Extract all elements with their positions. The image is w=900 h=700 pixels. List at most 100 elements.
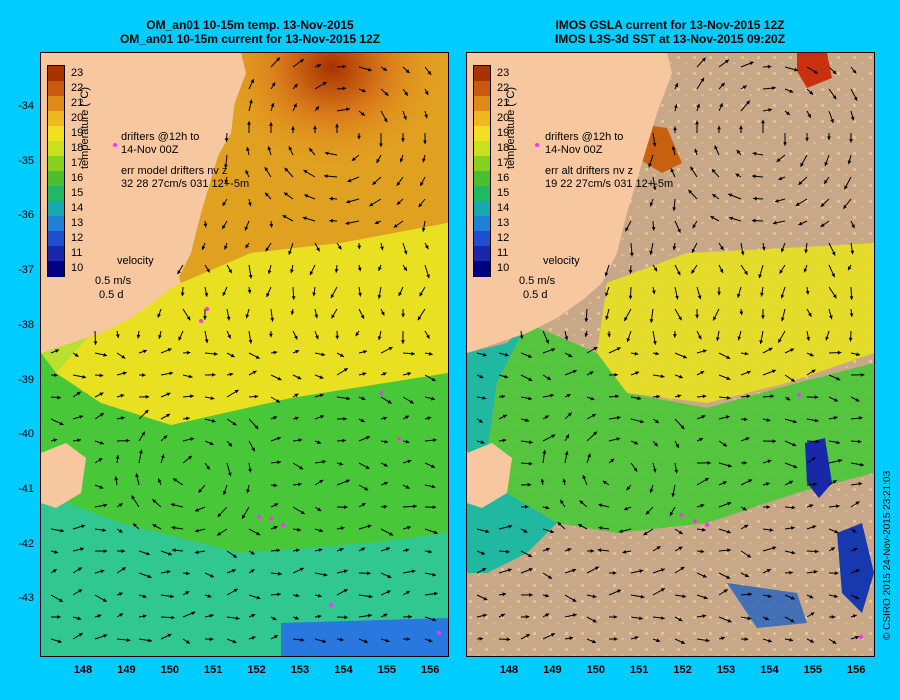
current-vector-head bbox=[716, 337, 720, 341]
left-map-svg bbox=[41, 53, 448, 656]
right-drifters-note-1: drifters @12h to bbox=[545, 131, 624, 143]
current-vector-head bbox=[831, 615, 836, 619]
current-vector-head bbox=[661, 616, 665, 620]
current-vector-head bbox=[545, 339, 549, 344]
current-vector-head bbox=[290, 269, 294, 274]
current-vector-head bbox=[677, 394, 682, 398]
current-vector-head bbox=[678, 617, 683, 621]
left-ocean-blue bbox=[281, 618, 448, 656]
current-vector-head bbox=[722, 442, 727, 447]
current-vector-head bbox=[413, 504, 417, 509]
current-vector-head bbox=[166, 392, 171, 397]
current-vector-head bbox=[857, 439, 862, 444]
current-vector-head bbox=[523, 529, 528, 533]
current-vector-head bbox=[210, 573, 214, 578]
current-vector-head bbox=[384, 439, 389, 444]
current-vector-head bbox=[364, 486, 369, 491]
colorbar-swatch bbox=[474, 171, 490, 187]
current-vector-head bbox=[387, 399, 392, 404]
current-vector-head bbox=[679, 374, 683, 379]
current-vector-head bbox=[616, 347, 621, 351]
current-vector-head bbox=[742, 506, 747, 511]
left-current-vectors bbox=[50, 57, 438, 644]
current-vector-head bbox=[656, 546, 661, 550]
current-vector-head bbox=[703, 595, 708, 600]
current-vector-head bbox=[726, 395, 731, 400]
current-vector-head bbox=[529, 440, 533, 444]
current-vector-head bbox=[572, 598, 577, 602]
current-vector-head bbox=[206, 465, 210, 470]
colorbar-tick-label: 21 bbox=[71, 96, 84, 109]
current-vector-head bbox=[382, 372, 387, 376]
current-vector-head bbox=[145, 394, 150, 399]
current-vector-head bbox=[502, 592, 507, 597]
current-vector-head bbox=[186, 571, 190, 576]
current-vector-head bbox=[528, 568, 533, 572]
current-vector-head bbox=[135, 473, 139, 478]
current-vector-head bbox=[360, 112, 365, 116]
current-vector-head bbox=[98, 458, 103, 462]
current-vector-head bbox=[401, 340, 405, 344]
current-vector-head bbox=[680, 425, 685, 430]
current-vector-head bbox=[209, 441, 214, 446]
current-vector-head bbox=[564, 451, 569, 456]
current-vector-head bbox=[853, 547, 858, 552]
current-vector-head bbox=[157, 478, 162, 483]
current-vector-head bbox=[593, 431, 597, 436]
current-vector-head bbox=[78, 589, 83, 593]
current-vector-head bbox=[652, 186, 657, 191]
current-vector-head bbox=[228, 442, 233, 447]
current-vector-head bbox=[302, 216, 307, 221]
current-vector-head bbox=[217, 513, 222, 517]
right-colorbar-title: temperature (°C) bbox=[505, 86, 517, 169]
current-vector-head bbox=[478, 419, 483, 423]
current-vector-head bbox=[178, 336, 182, 341]
current-vector-head bbox=[528, 553, 532, 557]
current-vector-head bbox=[780, 248, 785, 253]
current-vector-head bbox=[551, 434, 556, 439]
current-vector-head bbox=[251, 614, 256, 618]
current-vector-head bbox=[614, 373, 618, 377]
current-vector-head bbox=[334, 269, 339, 273]
current-vector-head bbox=[836, 504, 840, 509]
current-vector-head bbox=[383, 613, 388, 618]
current-vector-head bbox=[148, 638, 152, 643]
current-vector-head bbox=[508, 524, 513, 529]
current-vector-head bbox=[273, 483, 278, 488]
current-vector-head bbox=[675, 295, 679, 300]
current-vector-head bbox=[849, 139, 853, 143]
current-vector-head bbox=[361, 396, 366, 401]
current-vector-head bbox=[673, 126, 677, 131]
current-vector-head bbox=[525, 634, 530, 638]
current-vector-head bbox=[335, 123, 339, 128]
current-vector-head bbox=[188, 455, 192, 460]
current-vector-head bbox=[319, 375, 324, 379]
colorbar-swatch bbox=[474, 156, 490, 172]
current-vector-head bbox=[209, 613, 214, 618]
current-vector-head bbox=[480, 440, 485, 444]
longitude-label: 150 bbox=[160, 664, 179, 676]
current-vector-head bbox=[592, 639, 596, 644]
current-vector-head bbox=[634, 351, 639, 356]
current-vector-head bbox=[246, 147, 250, 151]
current-vector-head bbox=[744, 270, 748, 275]
current-vector-head bbox=[337, 245, 342, 250]
current-vector-head bbox=[798, 181, 803, 185]
current-vector-head bbox=[780, 294, 785, 299]
longitude-label: 151 bbox=[630, 664, 649, 676]
current-vector-head bbox=[655, 351, 659, 356]
current-vector-head bbox=[158, 335, 162, 339]
current-vector-head bbox=[832, 70, 837, 74]
current-vector-head bbox=[634, 636, 639, 640]
left-land-tasmania bbox=[41, 443, 86, 508]
current-vector-head bbox=[651, 227, 656, 231]
colorbar-swatch bbox=[474, 66, 490, 82]
current-vector-head bbox=[809, 504, 814, 508]
current-vector-head bbox=[702, 349, 707, 353]
current-vector-head bbox=[167, 633, 172, 638]
current-vector-head bbox=[266, 293, 270, 297]
current-vector-head bbox=[303, 170, 308, 174]
colorbar-swatch bbox=[474, 216, 490, 232]
current-vector-head bbox=[118, 592, 123, 596]
colorbar-swatch bbox=[474, 201, 490, 217]
